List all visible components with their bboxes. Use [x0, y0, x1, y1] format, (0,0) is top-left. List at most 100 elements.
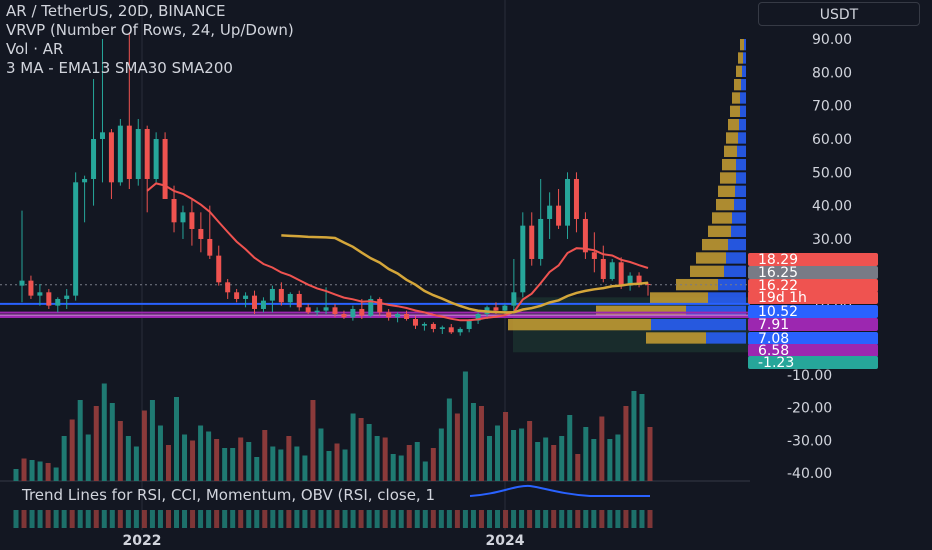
- volume-bar: [583, 427, 589, 481]
- volume-indicator-label[interactable]: Vol · AR: [6, 40, 64, 58]
- bottom-volume-bar: [262, 510, 268, 528]
- vp-bar-down: [724, 265, 746, 277]
- volume-bar: [535, 442, 541, 481]
- bottom-volume-bar: [190, 510, 196, 528]
- vp-bar-down: [740, 92, 746, 104]
- ema13-line: [146, 182, 649, 322]
- trendlines-indicator-label[interactable]: Trend Lines for RSI, CCI, Momentum, OBV …: [22, 486, 436, 504]
- candle-body: [108, 132, 114, 183]
- ma-indicator-label[interactable]: 3 MA - EMA13 SMA30 SMA200: [6, 59, 233, 77]
- candle-body: [341, 313, 347, 318]
- bottom-volume-bar: [350, 510, 356, 528]
- bottom-volume-bar: [486, 510, 492, 528]
- bottom-volume-bar: [206, 510, 212, 528]
- bottom-volume-bar: [101, 510, 107, 528]
- candlesticks: [19, 32, 651, 336]
- volume-bar: [270, 446, 276, 481]
- volume-bar: [470, 403, 476, 481]
- bottom-volume-bar: [615, 510, 621, 528]
- vp-bar-up: [596, 305, 686, 317]
- price-tick-label: 40.00: [812, 199, 852, 215]
- volume-bar: [342, 449, 348, 481]
- vp-bar-down: [728, 238, 746, 251]
- candle-body: [252, 295, 258, 309]
- candle-body: [573, 178, 579, 219]
- candle-body: [82, 178, 88, 183]
- volume-bar: [382, 437, 388, 481]
- candle-body: [225, 282, 231, 293]
- price-tag-bg: [748, 318, 878, 331]
- bottom-volume-bar: [478, 510, 484, 528]
- price-tick-label: 60.00: [812, 132, 852, 148]
- volume-bar: [157, 425, 163, 481]
- candle-body: [475, 313, 481, 321]
- bottom-volume-bar: [535, 510, 541, 528]
- time-axis[interactable]: 2022 2024: [123, 533, 525, 549]
- volume-bar: [374, 436, 380, 481]
- price-tag-label: 19d 1h: [758, 290, 807, 306]
- vp-bar-up: [708, 225, 731, 237]
- candle-body: [162, 138, 168, 199]
- vp-bar-down: [736, 158, 746, 171]
- volume-bar: [438, 428, 444, 481]
- candle-body: [359, 308, 365, 316]
- bottom-volume-bar: [21, 510, 27, 528]
- sma30-line: [281, 234, 649, 314]
- currency-button[interactable]: USDT: [758, 2, 920, 26]
- volume-bar: [334, 443, 340, 481]
- volume-bar: [165, 445, 171, 481]
- bottom-volume-bar: [37, 510, 43, 528]
- price-tag-label: 7.08: [758, 331, 789, 347]
- bottom-volume-bar: [182, 510, 188, 528]
- candle-body: [618, 262, 624, 286]
- vp-bar-down: [740, 105, 746, 117]
- candle-body: [430, 323, 436, 329]
- volume-bar: [29, 460, 35, 481]
- candle-body: [386, 312, 392, 318]
- price-tag-label: 7.91: [758, 317, 789, 333]
- bottom-volume-bar: [109, 510, 115, 528]
- candle-body: [46, 292, 52, 306]
- bottom-volume-bar: [382, 510, 388, 528]
- candle-body: [19, 280, 25, 286]
- volume-bar: [422, 461, 428, 481]
- symbol-title[interactable]: AR / TetherUS, 20D, BINANCE: [6, 2, 226, 20]
- candle-body: [180, 212, 186, 223]
- vrvp-indicator-label[interactable]: VRVP (Number Of Rows, 24, Up/Down): [6, 21, 294, 39]
- volume-bars: [13, 371, 653, 528]
- lower-tick-label: -10.00: [787, 368, 832, 384]
- candle-body: [153, 138, 159, 179]
- bottom-volume-bar: [342, 510, 348, 528]
- candle-body: [395, 313, 401, 318]
- bottom-volume-bar: [294, 510, 300, 528]
- volume-bar: [567, 415, 573, 481]
- bottom-volume-bar: [149, 510, 155, 528]
- bottom-volume-bar: [174, 510, 180, 528]
- bottom-volume-bar: [591, 510, 597, 528]
- candle-body: [216, 255, 222, 283]
- volume-bar: [294, 446, 300, 481]
- bottom-volume-bar: [623, 510, 629, 528]
- vp-bar-down: [708, 292, 746, 304]
- vp-bar-up: [730, 105, 740, 117]
- bottom-volume-bar: [559, 510, 565, 528]
- bottom-volume-bar: [438, 510, 444, 528]
- price-tick-label: 90.00: [812, 32, 852, 48]
- bottom-volume-bar: [366, 510, 372, 528]
- bottom-volume-bar: [414, 510, 420, 528]
- vp-bar-up: [720, 172, 736, 184]
- volume-bar: [141, 410, 147, 481]
- bottom-volume-bar: [519, 510, 525, 528]
- bottom-volume-bar: [470, 510, 476, 528]
- vp-bar-down: [739, 118, 746, 131]
- vp-bar-down: [744, 39, 746, 51]
- candle-body: [171, 198, 177, 223]
- price-tag-bg: [748, 332, 878, 345]
- volume-bar: [366, 424, 372, 481]
- vp-bar-up: [716, 198, 734, 211]
- candle-body: [350, 308, 356, 318]
- bottom-volume-bar: [527, 510, 533, 528]
- vp-bar-up: [702, 238, 728, 251]
- volume-bar: [77, 400, 83, 481]
